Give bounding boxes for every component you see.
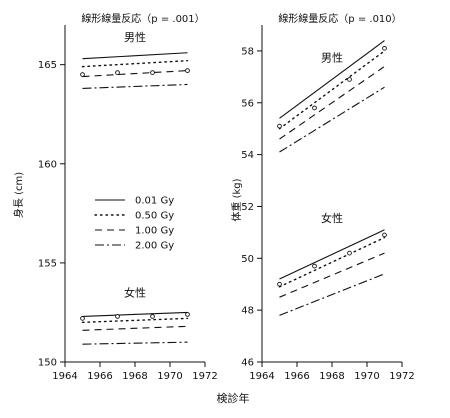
chart2-x-tick-label: 1972 bbox=[389, 371, 414, 382]
chart1-series-line bbox=[82, 325, 188, 331]
chart1-series-line bbox=[82, 311, 188, 317]
chart1-observed-point bbox=[185, 312, 190, 317]
chart1-observed-point bbox=[80, 72, 85, 77]
chart1-series-line bbox=[82, 83, 188, 89]
chart2-x-tick-label: 1968 bbox=[319, 371, 344, 382]
chart2-series-line bbox=[279, 40, 385, 119]
chart1-series-line bbox=[82, 341, 188, 345]
chart1-observed-point bbox=[115, 314, 120, 319]
legend-label: 1.00 Gy bbox=[135, 226, 174, 237]
chart2-series-line bbox=[279, 86, 385, 153]
chart2-y-label: 体重 (kg) bbox=[230, 178, 243, 221]
chart2-y-tick-label: 58 bbox=[241, 46, 254, 57]
chart1-observed-point bbox=[115, 70, 120, 75]
chart2-y-tick-label: 48 bbox=[241, 306, 254, 317]
legend-label: 0.50 Gy bbox=[135, 211, 174, 222]
chart2-series-line bbox=[279, 252, 385, 298]
chart2-series-line bbox=[278, 236, 386, 288]
chart1-x-tick-label: 1966 bbox=[87, 371, 112, 382]
chart2-series-line bbox=[279, 273, 385, 316]
chart1-observed-point bbox=[150, 70, 155, 75]
chart2-observed-point bbox=[382, 45, 387, 51]
chart1-y-tick-label: 160 bbox=[38, 159, 57, 170]
chart2-y-tick-label: 54 bbox=[241, 150, 254, 161]
chart1-title: 線形線量反応（p = .001） bbox=[81, 12, 204, 25]
legend-label: 0.01 Gy bbox=[135, 196, 174, 207]
legend-label: 2.00 Gy bbox=[135, 241, 174, 252]
chart2-observed-point bbox=[382, 232, 387, 238]
chart2-observed-point bbox=[312, 105, 317, 111]
chart2-series-line bbox=[279, 229, 385, 280]
chart1-series-line bbox=[82, 70, 188, 78]
chart1-x-tick-label: 1964 bbox=[52, 371, 77, 382]
chart2-y-tick-label: 52 bbox=[241, 202, 254, 213]
chart1-x-tick-label: 1968 bbox=[122, 371, 147, 382]
chart2-observed-point bbox=[277, 281, 282, 287]
chart1-series-line bbox=[81, 317, 189, 324]
chart1-series-line bbox=[82, 52, 188, 60]
chart1-observed-point bbox=[150, 314, 155, 319]
chart2-y-tick-label: 56 bbox=[241, 98, 254, 109]
chart1-group-label: 女性 bbox=[124, 286, 146, 300]
chart2-observed-point bbox=[347, 250, 352, 256]
chart2-group-label: 女性 bbox=[321, 211, 343, 225]
chart2-group-label: 男性 bbox=[321, 50, 343, 64]
chart2-observed-point bbox=[312, 263, 317, 269]
chart1-x-tick-label: 1972 bbox=[192, 371, 217, 382]
chart2-x-tick-label: 1966 bbox=[284, 371, 309, 382]
chart1-y-tick-label: 150 bbox=[38, 358, 57, 369]
chart2-y-tick-label: 50 bbox=[241, 254, 254, 265]
chart2-x-tick-label: 1964 bbox=[249, 371, 274, 382]
chart2-y-tick-label: 46 bbox=[241, 358, 254, 369]
chart1-observed-point bbox=[80, 316, 85, 321]
chart2-observed-point bbox=[277, 123, 282, 129]
chart1-y-tick-label: 165 bbox=[38, 60, 57, 71]
chart1-y-label: 身長 (cm) bbox=[12, 172, 25, 218]
x-axis-label: 検診年 bbox=[217, 391, 250, 405]
chart1-observed-point bbox=[185, 68, 190, 73]
chart2-x-tick-label: 1970 bbox=[354, 371, 379, 382]
chart1-y-tick-label: 155 bbox=[38, 258, 57, 269]
chart2-observed-point bbox=[347, 77, 352, 82]
chart1-x-tick-label: 1970 bbox=[157, 371, 182, 382]
chart1-group-label: 男性 bbox=[124, 30, 146, 44]
chart2-series-line bbox=[279, 66, 385, 140]
chart1-series-line bbox=[81, 59, 189, 68]
chart2-series-line bbox=[278, 50, 386, 130]
chart2-title: 線形線量反応（p = .010） bbox=[278, 12, 401, 25]
